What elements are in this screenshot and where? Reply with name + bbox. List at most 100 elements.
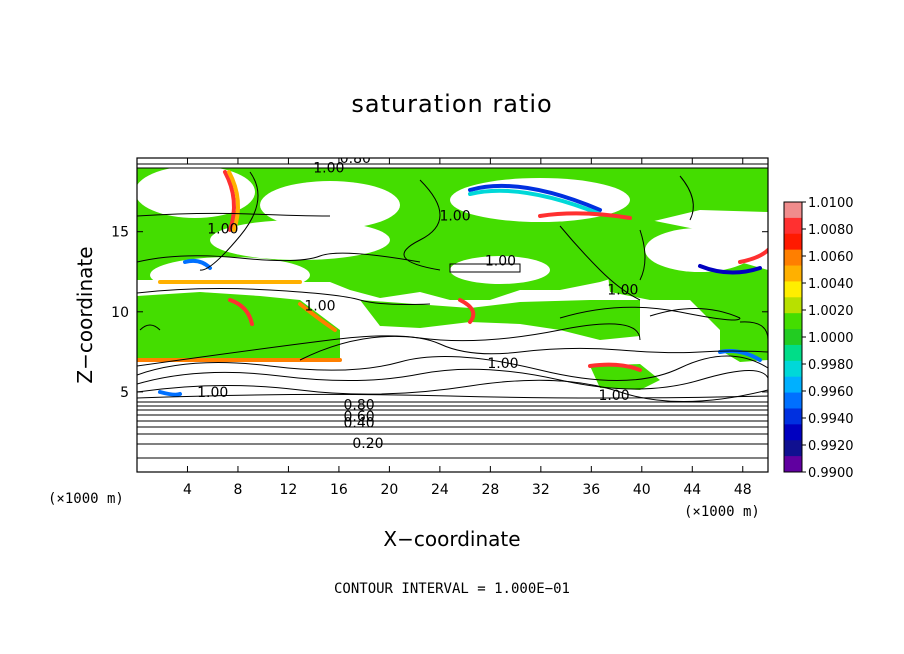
contour-label: 1.00 <box>207 221 238 237</box>
mid-hole <box>450 256 550 284</box>
contour-line <box>137 335 768 367</box>
contour-label: 1.00 <box>439 209 470 225</box>
x-tick-label: 16 <box>330 482 348 498</box>
contour-label: 1.00 <box>304 298 335 314</box>
red-rim <box>298 302 337 332</box>
clear-air-holes <box>137 166 755 293</box>
colorbar-label: 1.0100 <box>808 196 854 211</box>
contour-lines <box>137 163 768 459</box>
contour-label: 0.60 <box>344 409 375 425</box>
contour-line <box>199 171 259 271</box>
colorbar-label: 0.9980 <box>808 358 854 373</box>
contour-line <box>137 368 768 390</box>
x-tick-label: 36 <box>582 482 600 498</box>
cyan-rim <box>468 188 602 216</box>
x-tick-label: 40 <box>633 482 651 498</box>
x-axis-unit: (×1000 m) <box>684 504 760 520</box>
colorbar-swatch <box>784 360 802 378</box>
contour-interval-note: CONTOUR INTERVAL = 1.000E−01 <box>334 581 570 597</box>
colorbar-swatch <box>784 376 802 394</box>
red-rim <box>538 211 632 220</box>
x-tick-label: 24 <box>431 482 449 498</box>
contour-line <box>559 225 641 301</box>
middle-center-region <box>360 300 640 340</box>
colorbar-label: 1.0060 <box>808 250 854 265</box>
colorbar-label: 1.0040 <box>808 277 854 292</box>
mid-hole <box>645 228 755 272</box>
y-axis-label: Z−coordinate <box>73 246 97 383</box>
contour-line <box>639 229 646 281</box>
colorbar-label: 0.9940 <box>808 412 854 427</box>
x-tick-label: 28 <box>481 482 499 498</box>
x-tick-label: 12 <box>280 482 298 498</box>
y-axis-ticks: 5 10 15 <box>111 225 768 401</box>
colorbar-swatch <box>784 329 802 346</box>
colorbar-swatch <box>784 424 802 441</box>
upper-hole <box>210 220 390 260</box>
contour-line <box>649 308 741 319</box>
plot-frame <box>136 157 769 473</box>
colorbar-label: 0.9960 <box>808 385 854 400</box>
colorbar-label: 0.9920 <box>808 439 854 454</box>
x-tick-label: 48 <box>734 482 752 498</box>
blue-rim <box>698 264 762 275</box>
y-tick-label: 15 <box>111 225 129 241</box>
colorbar-swatch <box>784 456 802 473</box>
contour-label: 1.00 <box>197 385 228 401</box>
contour-label: 0.20 <box>352 436 383 452</box>
colorbar-swatch <box>784 265 802 282</box>
x-axis-ticks: 4 8 12 16 20 24 28 32 36 40 44 48 <box>183 158 752 498</box>
low-cloud-region <box>590 364 660 390</box>
colorbar-label: 0.9900 <box>808 466 854 481</box>
colorbar-swatch <box>784 217 802 235</box>
plot-area: 0.200.400.600.801.001.001.001.001.001.00… <box>137 151 768 472</box>
contour-label: 1.00 <box>313 161 344 177</box>
colorbar-swatch <box>784 392 802 409</box>
y-axis-unit: (×1000 m) <box>48 491 124 507</box>
x-tick-label: 4 <box>183 482 192 498</box>
contour-label: 0.80 <box>344 398 375 414</box>
colorbar-label: 1.0000 <box>808 331 854 346</box>
red-rim <box>458 298 476 324</box>
upper-hole <box>260 181 400 229</box>
contour-line <box>137 393 768 399</box>
colorbar-swatch <box>784 202 802 219</box>
contour-line <box>137 355 768 382</box>
contour-line <box>559 306 741 321</box>
orange-rim <box>227 170 240 232</box>
blue-rim <box>183 258 212 270</box>
red-rim <box>738 248 768 264</box>
red-rim <box>223 170 236 232</box>
y-tick-label: 10 <box>111 305 129 321</box>
y-tick-label: 5 <box>120 385 129 401</box>
contour-label: 0.40 <box>344 415 375 431</box>
contour-label: 1.00 <box>487 356 518 372</box>
contour-line <box>139 324 161 331</box>
red-rim <box>588 362 642 372</box>
colorbar-swatch <box>784 233 802 251</box>
upper-hole <box>137 166 255 218</box>
mid-hole <box>150 257 310 293</box>
contour-line <box>137 288 431 305</box>
blue-rim <box>158 390 182 397</box>
colorbar-swatch <box>784 249 802 267</box>
colorbar-swatch <box>784 408 802 425</box>
contour-line <box>137 379 768 403</box>
x-tick-label: 8 <box>233 482 242 498</box>
contour-line <box>137 212 331 217</box>
contour-line <box>299 323 641 361</box>
colorbar-swatch <box>784 297 802 314</box>
contour-line <box>679 175 694 221</box>
colorbar-swatch <box>784 344 802 362</box>
colorbar: 1.0100 1.0080 1.0060 1.0040 1.0020 1.0000 0.99… <box>783 196 854 481</box>
colorbar-label: 1.0080 <box>808 223 854 238</box>
x-tick-label: 32 <box>532 482 550 498</box>
contour-label: 1.00 <box>598 388 629 404</box>
colorbar-swatch <box>784 313 802 330</box>
x-tick-label: 44 <box>683 482 701 498</box>
mid-cloud-region <box>137 292 340 360</box>
colorbar-swatch <box>784 440 802 457</box>
contour-label: 0.80 <box>340 151 371 167</box>
colorbar-swatch <box>784 281 802 298</box>
